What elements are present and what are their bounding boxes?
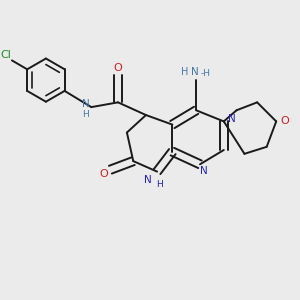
Text: H: H	[82, 110, 89, 118]
Text: -H: -H	[201, 69, 211, 78]
Text: Cl: Cl	[0, 50, 11, 60]
Text: O: O	[99, 169, 108, 178]
Text: H: H	[182, 67, 189, 77]
Text: N: N	[228, 114, 236, 124]
Text: N: N	[144, 175, 152, 184]
Text: O: O	[114, 63, 122, 74]
Text: H: H	[156, 180, 163, 189]
Text: N: N	[82, 99, 89, 109]
Text: N: N	[200, 166, 208, 176]
Text: N: N	[191, 67, 198, 77]
Text: O: O	[281, 116, 290, 126]
